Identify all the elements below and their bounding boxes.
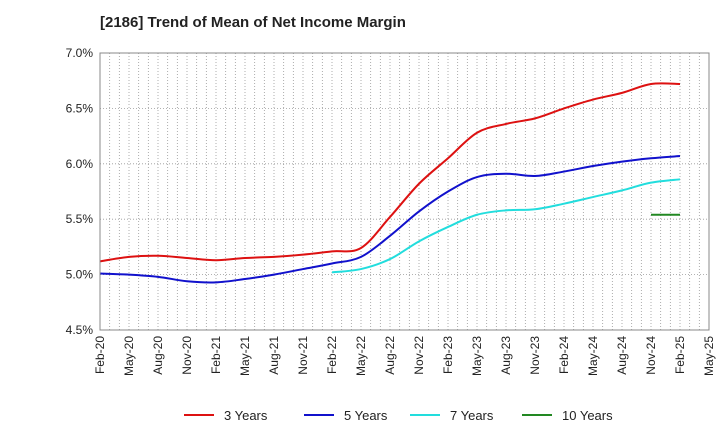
grid-vertical — [109, 53, 700, 330]
plot-background — [100, 53, 709, 330]
x-tick-label: Nov-20 — [180, 336, 194, 375]
y-tick-label: 6.5% — [66, 101, 94, 115]
x-tick-label: Feb-25 — [673, 336, 687, 374]
x-tick-label: Feb-20 — [93, 336, 107, 374]
x-tick-label: Nov-23 — [528, 336, 542, 375]
series-line-3-years — [99, 82, 681, 263]
x-tick-label: May-21 — [238, 336, 252, 376]
x-tick-label: May-22 — [354, 336, 368, 376]
x-tick-label: Nov-24 — [644, 336, 658, 375]
x-tick-label: Aug-23 — [499, 336, 513, 375]
plot-border — [99, 52, 710, 331]
x-tick-label: Feb-23 — [441, 336, 455, 374]
y-tick-label: 5.5% — [66, 212, 94, 226]
x-tick-label: May-20 — [122, 336, 136, 376]
x-tick-label: Aug-24 — [615, 336, 629, 375]
x-tick-label: Aug-22 — [383, 336, 397, 375]
legend-label-7-years: 7 Years — [450, 408, 494, 423]
x-tick-label: Nov-21 — [296, 336, 310, 375]
legend: 3 Years 5 Years 7 Years 10 Years — [184, 408, 613, 423]
chart-title: [2186] Trend of Mean of Net Income Margi… — [100, 14, 406, 31]
y-axis-ticks: 4.5% 5.0% 5.5% 6.0% 6.5% 7.0% — [66, 46, 94, 337]
series-line-7-years — [331, 178, 681, 274]
series-line-5-years — [99, 155, 681, 284]
legend-label-5-years: 5 Years — [344, 408, 388, 423]
y-tick-label: 6.0% — [66, 157, 94, 171]
y-tick-label: 7.0% — [66, 46, 94, 60]
x-tick-label: Nov-22 — [412, 336, 426, 375]
x-tick-label: May-23 — [470, 336, 484, 376]
series-lines — [99, 82, 681, 284]
x-tick-label: Aug-21 — [267, 336, 281, 375]
x-tick-label: Aug-20 — [151, 336, 165, 375]
y-tick-label: 5.0% — [66, 268, 94, 282]
x-tick-label: May-24 — [586, 336, 600, 376]
x-axis-ticks: Feb-20 May-20 Aug-20 Nov-20 Feb-21 May-21 Aug-… — [93, 336, 716, 376]
x-tick-label: Feb-21 — [209, 336, 223, 374]
y-tick-label: 4.5% — [66, 323, 94, 337]
legend-label-10-years: 10 Years — [562, 408, 613, 423]
x-tick-label: Feb-22 — [325, 336, 339, 374]
x-tick-label: Feb-24 — [557, 336, 571, 374]
legend-label-3-years: 3 Years — [224, 408, 268, 423]
x-tick-label: May-25 — [702, 336, 716, 376]
